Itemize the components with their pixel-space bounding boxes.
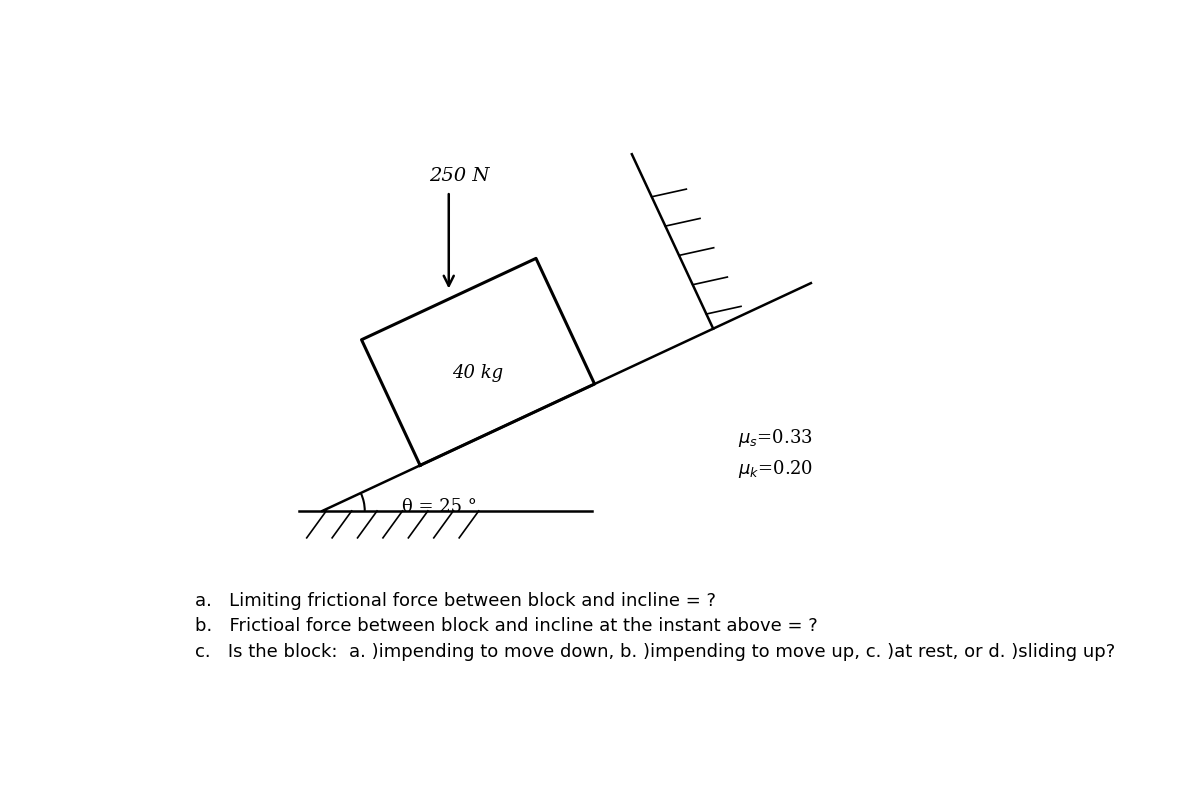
- Text: b.   Frictioal force between block and incline at the instant above = ?: b. Frictioal force between block and inc…: [196, 617, 818, 635]
- Text: θ = 25 °: θ = 25 °: [402, 498, 476, 516]
- Text: 40 kg: 40 kg: [452, 364, 504, 383]
- Text: a.   Limiting frictional force between block and incline = ?: a. Limiting frictional force between blo…: [196, 592, 716, 610]
- Text: $\mu_k$=0.20: $\mu_k$=0.20: [738, 458, 814, 479]
- Text: 250 N: 250 N: [430, 167, 490, 185]
- Text: $\mu_s$=0.33: $\mu_s$=0.33: [738, 427, 812, 449]
- Text: c.   Is the block:  a. )impending to move down, b. )impending to move up, c. )at: c. Is the block: a. )impending to move d…: [196, 642, 1116, 661]
